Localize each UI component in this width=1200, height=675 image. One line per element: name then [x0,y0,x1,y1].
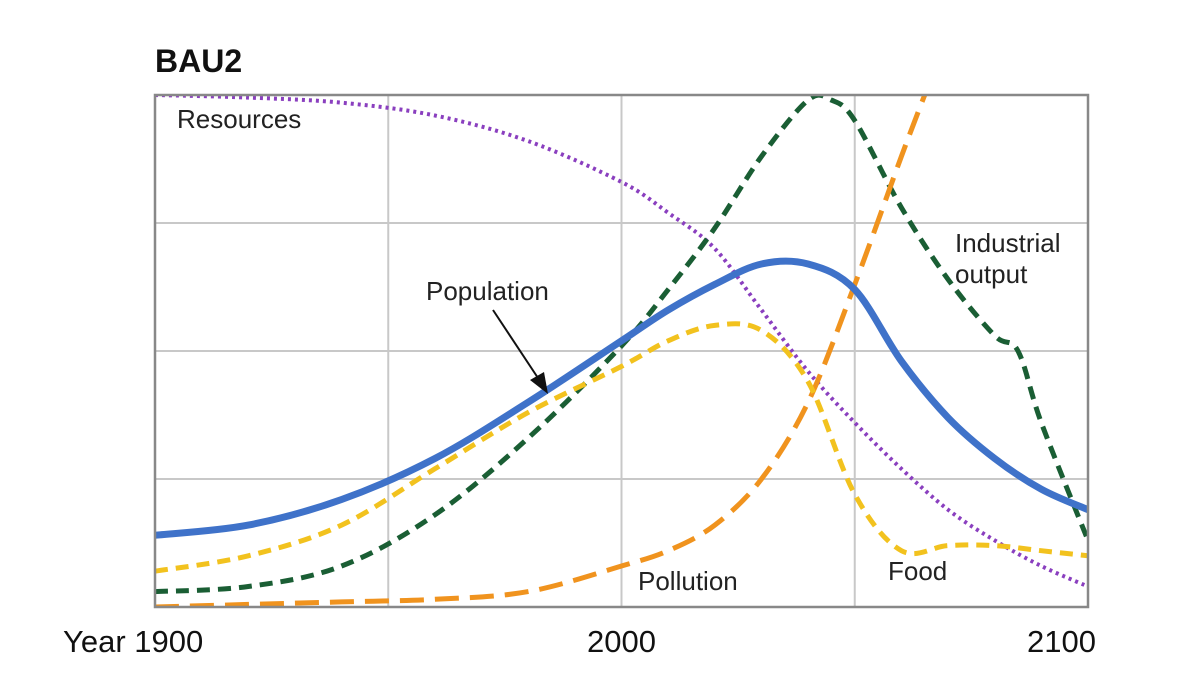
x-axis-ticks: Year 1900 2000 2100 [63,624,1096,659]
grid [154,94,1089,607]
population-arrow-shaft [492,309,539,379]
x-tick-label-1900: Year 1900 [63,624,203,659]
series-line-pollution [155,95,928,607]
label-resources: Resources [177,104,301,134]
series-line-resources [155,95,1088,589]
series-group [155,95,1088,607]
label-population: Population [426,276,549,306]
series-labels: Resources Industrial output Population Pollu… [177,104,1061,596]
plot-frame [153,93,1090,609]
chart-title: BAU2 [155,43,242,79]
label-pollution: Pollution [638,566,738,596]
population-arrow-icon [530,372,548,394]
x-tick-label-2000: 2000 [587,624,656,659]
label-industrial-output: Industrial output [955,228,1061,289]
series-line-food [155,321,1088,574]
series-line-population [155,257,1088,539]
x-tick-label-2100: 2100 [1027,624,1096,659]
series-line-industrial-output [155,95,1088,595]
label-food: Food [888,556,947,586]
